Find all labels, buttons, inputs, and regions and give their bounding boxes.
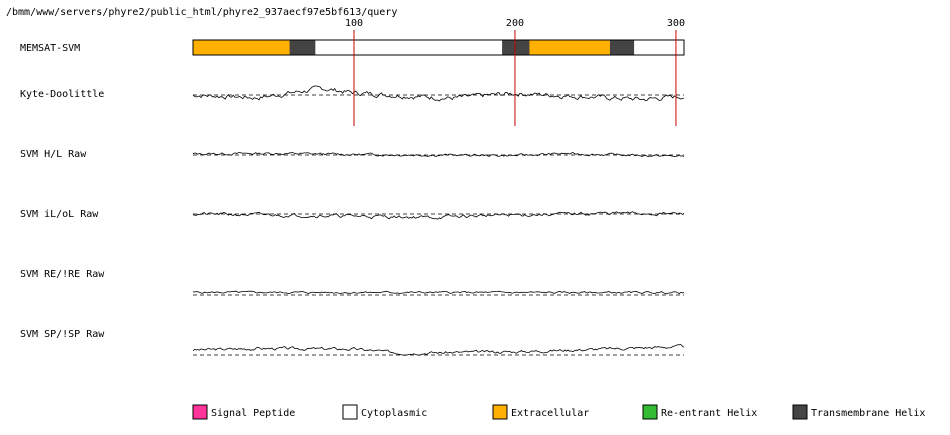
legend-label: Extracellular <box>511 408 589 419</box>
track-3: SVM RE/!RE Raw <box>20 269 685 296</box>
memsat-row: MEMSAT-SVM <box>20 39 685 56</box>
legend-label: Cytoplasmic <box>361 408 427 419</box>
legend-swatch <box>792 404 808 420</box>
legend-swatch <box>642 404 658 420</box>
memsat-segment-extracellular <box>529 40 612 55</box>
track-label-1: SVM H/L Raw <box>20 149 87 160</box>
legend-item-0: Signal Peptide <box>192 404 295 420</box>
track-0: Kyte-Doolittle <box>20 85 685 102</box>
legend-swatch <box>342 404 358 420</box>
track-label-4: SVM SP/!SP Raw <box>20 329 105 340</box>
track-trace-3 <box>192 290 685 295</box>
legend-swatch <box>492 404 508 420</box>
legend-swatch <box>192 404 208 420</box>
track-trace-1 <box>192 151 685 158</box>
track-label-memsat: MEMSAT-SVM <box>20 43 80 54</box>
legend-item-2: Extracellular <box>492 404 589 420</box>
legend-item-3: Re-entrant Helix <box>642 404 757 420</box>
track-trace-4 <box>192 344 685 356</box>
tick-label-300: 300 <box>667 18 685 29</box>
legend-label: Re-entrant Helix <box>661 408 757 419</box>
legend-item-4: Transmembrane Helix <box>792 404 925 420</box>
memsat-segment-extracellular <box>193 40 292 55</box>
memsat-segment-transmembrane <box>609 40 636 55</box>
track-2: SVM iL/oL Raw <box>20 209 685 220</box>
legend: Signal Peptide Cytoplasmic Extracellular Re… <box>192 404 925 420</box>
tick-label-200: 200 <box>506 18 524 29</box>
legend-label: Signal Peptide <box>211 408 295 419</box>
track-label-2: SVM iL/oL Raw <box>20 209 99 220</box>
track-label-3: SVM RE/!RE Raw <box>20 269 105 280</box>
legend-item-1: Cytoplasmic <box>342 404 427 420</box>
track-1: SVM H/L Raw <box>20 149 685 160</box>
track-trace-0 <box>192 85 685 102</box>
memsat-segment-transmembrane <box>502 40 532 55</box>
memsat-bar-outline <box>192 39 685 56</box>
track-label-0: Kyte-Doolittle <box>20 89 104 100</box>
tick-label-100: 100 <box>345 18 363 29</box>
x-axis-ticks: 100 200 300 <box>345 18 685 29</box>
memsat-segment-cytoplasmic <box>315 40 504 55</box>
file-path-title: /bmm/www/servers/phyre2/public_html/phyr… <box>6 7 397 18</box>
memsat-segment-transmembrane <box>289 40 317 55</box>
position-markers <box>353 30 677 126</box>
track-4: SVM SP/!SP Raw <box>20 329 685 356</box>
track-trace-2 <box>192 211 685 220</box>
legend-label: Transmembrane Helix <box>811 408 925 419</box>
memsat-segment-cytoplasmic <box>634 40 684 55</box>
raw-tracks: Kyte-Doolittle SVM H/L Raw SVM iL/oL Raw SV… <box>20 85 685 356</box>
